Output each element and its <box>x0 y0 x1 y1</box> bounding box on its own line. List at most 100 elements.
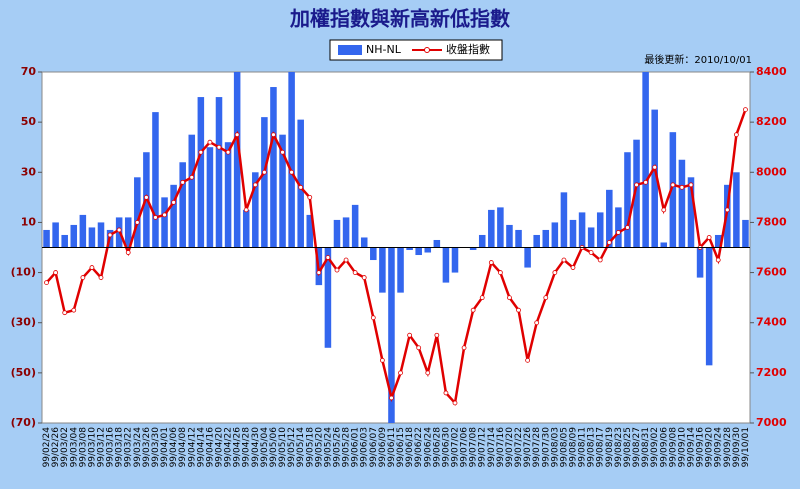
index-point <box>234 132 240 138</box>
x-tick-label: 99/07/14 <box>487 427 497 468</box>
x-tick-label: 99/07/16 <box>496 427 506 468</box>
bar <box>233 72 241 248</box>
y2-tick-label: 8400 <box>756 65 787 78</box>
bar <box>52 222 59 248</box>
index-point <box>343 257 349 263</box>
x-tick-label: 99/09/10 <box>677 427 687 468</box>
x-tick-label: 99/05/04 <box>260 427 270 468</box>
index-point <box>543 295 549 301</box>
bar <box>660 242 668 248</box>
x-tick-label: 99/05/20 <box>314 427 324 468</box>
x-tick-label: 99/03/16 <box>106 427 116 468</box>
index-point <box>479 295 485 301</box>
x-tick-label: 99/07/02 <box>451 427 461 467</box>
bar <box>97 222 105 248</box>
x-tick-label: 99/04/08 <box>178 427 188 468</box>
x-tick-label: 99/05/14 <box>296 427 306 468</box>
index-point <box>516 307 521 313</box>
bar <box>261 117 268 248</box>
x-tick-label: 99/06/24 <box>423 427 433 468</box>
bar <box>252 172 259 248</box>
bar <box>624 152 631 248</box>
index-point <box>261 169 267 175</box>
bar <box>451 247 459 273</box>
index-point <box>162 212 167 218</box>
bar <box>415 247 422 256</box>
index-point <box>216 144 222 150</box>
index-point <box>715 257 721 263</box>
x-tick-label: 99/04/30 <box>251 427 261 468</box>
index-point <box>407 332 413 338</box>
index-point <box>743 107 748 113</box>
bar <box>124 217 132 248</box>
index-point <box>634 182 639 188</box>
bar <box>88 227 96 248</box>
index-point <box>180 179 186 185</box>
bar <box>342 217 350 248</box>
y-tick-label: 50 <box>21 115 37 128</box>
index-point <box>597 257 603 263</box>
x-tick-label: 99/05/06 <box>269 427 279 468</box>
x-tick-label: 99/05/18 <box>305 427 315 468</box>
index-point <box>488 260 494 265</box>
x-tick-label: 99/03/02 <box>60 427 70 467</box>
index-point <box>116 227 122 233</box>
bar <box>551 222 559 248</box>
bar <box>270 87 277 248</box>
x-tick-label: 99/09/30 <box>732 427 742 468</box>
x-tick-label: 99/07/30 <box>541 427 551 468</box>
index-point <box>271 132 276 138</box>
index-point <box>615 230 621 235</box>
y2-tick-label: 8200 <box>756 115 787 128</box>
x-tick-label: 99/05/10 <box>278 427 288 468</box>
x-tick-label: 99/08/19 <box>605 427 615 468</box>
bar <box>388 247 395 423</box>
x-tick-label: 99/08/03 <box>550 427 560 467</box>
index-point <box>361 275 367 280</box>
index-point <box>125 250 131 255</box>
bar <box>478 234 486 248</box>
x-tick-label: 99/06/09 <box>378 427 388 468</box>
bar <box>152 112 159 248</box>
x-tick-label: 99/07/06 <box>460 427 470 468</box>
bar <box>43 229 50 248</box>
x-tick-label: 99/08/05 <box>559 427 569 467</box>
index-point <box>107 232 113 238</box>
index-point <box>425 370 431 376</box>
bar <box>161 197 168 248</box>
index-point <box>198 149 204 155</box>
index-point <box>398 370 403 376</box>
index-point <box>679 184 685 190</box>
index-point <box>688 182 694 188</box>
index-point <box>44 280 49 286</box>
index-point <box>80 275 86 280</box>
index-point <box>443 390 449 396</box>
x-tick-label: 99/05/12 <box>287 427 297 467</box>
index-point <box>289 169 295 175</box>
x-tick-label: 99/03/04 <box>69 427 79 468</box>
bar <box>360 237 368 248</box>
x-tick-label: 99/08/23 <box>614 427 624 467</box>
y-tick-label: 30 <box>21 165 37 178</box>
index-point <box>171 199 177 205</box>
index-point <box>280 149 285 155</box>
bar <box>714 234 722 248</box>
x-tick-label: 99/04/20 <box>215 427 225 468</box>
bar <box>424 247 432 253</box>
bar <box>488 209 495 248</box>
index-point <box>89 265 95 270</box>
x-tick-label: 99/05/28 <box>342 427 352 468</box>
x-tick-label: 99/03/08 <box>78 427 88 468</box>
x-tick-label: 99/06/18 <box>405 427 415 468</box>
index-point <box>316 270 322 275</box>
bar <box>596 212 604 248</box>
index-point <box>670 182 676 188</box>
x-tick-label: 99/03/26 <box>142 427 152 468</box>
bar <box>687 177 695 248</box>
index-point <box>661 207 667 213</box>
y-tick-label: 10 <box>21 215 37 228</box>
bar <box>170 184 177 248</box>
x-tick-label: 99/08/31 <box>641 427 651 467</box>
